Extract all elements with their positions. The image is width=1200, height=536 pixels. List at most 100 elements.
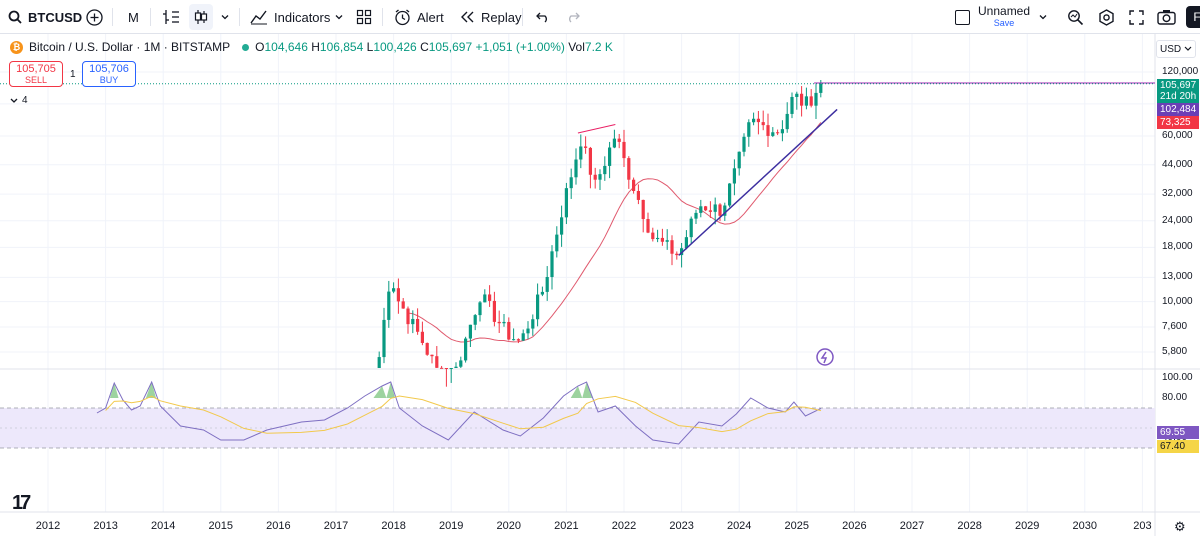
- chevron-down-icon: [10, 98, 18, 103]
- separator: [150, 8, 151, 26]
- year-label: 2017: [323, 520, 349, 532]
- candle-body: [512, 339, 516, 341]
- candle-body: [785, 113, 789, 130]
- replay-icon: [459, 10, 475, 24]
- candle-body: [449, 368, 453, 369]
- candle-body: [444, 368, 448, 369]
- candle-body: [574, 159, 578, 178]
- add-symbol-button[interactable]: [86, 0, 103, 34]
- candle-body: [732, 168, 736, 184]
- layout-checkbox[interactable]: [955, 9, 970, 25]
- candle-body: [627, 158, 631, 180]
- separator: [382, 8, 383, 26]
- year-label: 2026: [842, 520, 867, 532]
- candle-body: [416, 318, 420, 332]
- layout-save-control[interactable]: Unnamed Save: [955, 4, 1048, 30]
- trend-line: [678, 108, 838, 256]
- undo-button[interactable]: [536, 0, 550, 34]
- avatar[interactable]: F: [1186, 6, 1200, 28]
- settings-button[interactable]: [1098, 0, 1115, 34]
- buy-button[interactable]: 105,706 BUY: [82, 61, 136, 87]
- indicators-label: Indicators: [274, 9, 331, 25]
- fullscreen-button[interactable]: [1129, 0, 1144, 34]
- indicators-button[interactable]: Indicators: [250, 0, 330, 34]
- indicator-count: 4: [22, 95, 28, 106]
- candle-body: [603, 165, 607, 175]
- quick-search-button[interactable]: [1067, 0, 1084, 34]
- candle-body: [473, 315, 477, 325]
- symbol-search[interactable]: BTCUSD: [8, 0, 82, 34]
- alert-button[interactable]: Alert: [394, 0, 444, 34]
- chart-legend: ₿ Bitcoin / U.S. Dollar · 1M · BITSTAMP …: [10, 40, 613, 54]
- layouts-icon: [356, 9, 372, 25]
- year-label: 2012: [35, 520, 61, 532]
- indicators-dropdown[interactable]: [334, 0, 344, 34]
- currency-selector[interactable]: USD: [1156, 40, 1196, 58]
- candle-body: [632, 179, 636, 191]
- candle-body: [430, 354, 434, 357]
- save-label: Save: [993, 18, 1015, 28]
- candle-body: [468, 324, 472, 339]
- last-price-tag: 105,697 21d 20h: [1157, 79, 1199, 103]
- interval-label: M: [128, 9, 139, 25]
- candle-body: [593, 174, 597, 180]
- rsi-axis-label: 100.00: [1162, 372, 1193, 383]
- candle-body: [670, 240, 674, 254]
- candle-style-button[interactable]: [189, 4, 213, 30]
- candle-body: [440, 367, 444, 369]
- settings-icon[interactable]: ⚙: [1174, 519, 1186, 534]
- candle-body: [550, 251, 554, 278]
- price-axis-label: 18,000: [1162, 241, 1193, 253]
- candle-body: [420, 331, 424, 343]
- candle-body: [435, 356, 439, 368]
- candle-body: [660, 237, 664, 242]
- candle-body: [636, 190, 640, 200]
- candle-body: [665, 240, 669, 242]
- snapshot-button[interactable]: [1157, 0, 1176, 34]
- rsi-overbought-fill: [145, 382, 156, 398]
- candle-body: [752, 118, 756, 123]
- candle-body: [680, 248, 684, 256]
- candle-body: [704, 206, 708, 211]
- interval-button[interactable]: M: [128, 0, 139, 34]
- chevron-down-icon: [334, 12, 344, 22]
- candle-body: [689, 218, 693, 238]
- candle-body: [622, 141, 626, 159]
- rsi-overbought-fill: [386, 382, 396, 398]
- candle-body: [536, 294, 540, 320]
- fullscreen-icon: [1129, 9, 1144, 25]
- year-label: 2028: [957, 520, 982, 532]
- settings-icon: [1098, 8, 1115, 26]
- candle-body: [795, 93, 799, 97]
- price-axis-label: 60,000: [1162, 130, 1193, 142]
- candle-body: [555, 234, 559, 252]
- candle-body: [483, 294, 487, 303]
- price-axis-label: 13,000: [1162, 271, 1193, 283]
- replay-button[interactable]: Replay: [459, 0, 521, 34]
- indicator-collapse-toggle[interactable]: 4: [9, 95, 28, 106]
- candle-body: [560, 217, 564, 235]
- candle-body: [708, 210, 712, 212]
- year-label: 2030: [1072, 520, 1098, 532]
- instrument-title[interactable]: Bitcoin / U.S. Dollar · 1M · BITSTAMP: [29, 40, 231, 54]
- candle-body: [800, 93, 804, 106]
- sell-button[interactable]: 105,705 SELL: [9, 61, 63, 87]
- year-label: 2025: [784, 520, 810, 532]
- tradingview-logo[interactable]: 17: [12, 492, 31, 514]
- redo-button[interactable]: [566, 0, 580, 34]
- bar-countdown: 21d 20h: [1160, 91, 1197, 102]
- chart-type-dropdown[interactable]: [220, 0, 230, 34]
- candle-body: [608, 147, 612, 166]
- candle-body: [564, 188, 568, 218]
- bar-style-button[interactable]: [162, 0, 180, 34]
- candle-body: [531, 319, 535, 329]
- candle-body: [526, 328, 530, 334]
- year-label: 2015: [208, 520, 234, 532]
- chevron-down-icon[interactable]: [1038, 12, 1048, 22]
- quick-search-icon: [1067, 9, 1084, 26]
- lightning-bolt: [820, 351, 828, 364]
- price-axis-label: 7,600: [1162, 321, 1188, 333]
- candle-body: [382, 319, 386, 358]
- layouts-button[interactable]: [356, 0, 372, 34]
